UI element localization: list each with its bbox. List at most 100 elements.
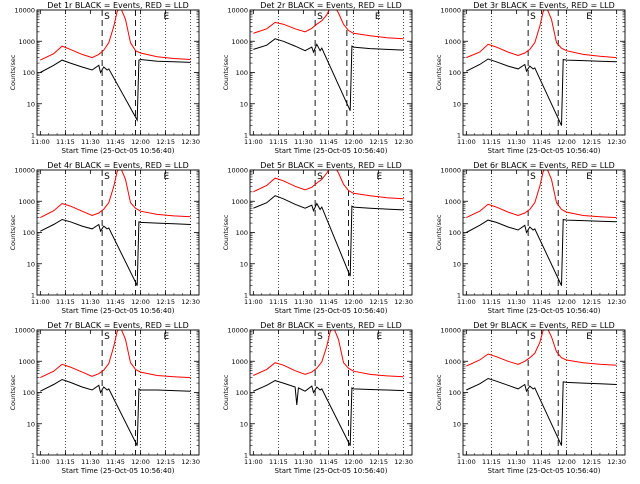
- end-marker-label: E: [164, 172, 170, 182]
- y-tick-label: 10: [240, 260, 248, 268]
- x-axis-label: Start Time (25-Oct-05 10:56:40): [275, 147, 388, 155]
- x-tick-label: 12:15: [369, 458, 388, 466]
- y-tick-label: 100: [23, 69, 35, 77]
- x-tick-label: 11:15: [56, 138, 75, 146]
- x-tick-label: 11:00: [457, 298, 476, 306]
- y-tick-label: 10: [453, 260, 461, 268]
- x-tick-label: 12:15: [582, 138, 601, 146]
- y-axis-label: Counts/sec: [9, 374, 17, 410]
- x-tick-label: 12:00: [344, 298, 363, 306]
- x-tick-label: 11:30: [81, 298, 100, 306]
- x-tick-label: 12:30: [607, 298, 626, 306]
- start-marker-label: S: [317, 12, 323, 22]
- end-marker-label: E: [377, 172, 383, 182]
- x-tick-label: 11:15: [269, 298, 288, 306]
- series-group: [466, 170, 617, 286]
- y-tick-label: 10000: [14, 167, 35, 175]
- y-tick-label: 10000: [440, 327, 461, 335]
- x-tick-label: 11:45: [532, 458, 551, 466]
- x-tick-label: 12:30: [181, 138, 200, 146]
- x-tick-label: 12:00: [557, 458, 576, 466]
- x-axis-label: Start Time (25-Oct-05 10:56:40): [488, 467, 601, 475]
- start-marker-label: S: [530, 172, 536, 182]
- x-tick-label: 11:00: [31, 138, 50, 146]
- y-tick-label: 1000: [231, 38, 248, 46]
- y-axis-label: Counts/sec: [435, 214, 443, 250]
- series-group: [40, 330, 191, 446]
- lld-series-line: [40, 170, 191, 219]
- end-marker-label: E: [586, 172, 592, 182]
- series-group: [466, 330, 617, 446]
- start-marker-label: S: [317, 332, 323, 342]
- y-tick-label: 10: [27, 260, 35, 268]
- y-tick-label: 1000: [18, 38, 35, 46]
- y-tick-label: 1: [244, 452, 248, 460]
- x-tick-label: 11:00: [244, 138, 263, 146]
- y-tick-label: 100: [23, 229, 35, 237]
- y-tick-label: 100: [449, 389, 461, 397]
- y-tick-label: 1: [31, 292, 35, 300]
- lld-series-line: [253, 10, 404, 40]
- y-tick-label: 10000: [440, 7, 461, 15]
- y-tick-label: 1000: [18, 358, 35, 366]
- y-tick-label: 10000: [440, 167, 461, 175]
- x-tick-label: 12:30: [181, 298, 200, 306]
- chart-panel-5: Det 5r BLACK = Events, RED = LLD 1 10 100 10…: [222, 161, 413, 315]
- x-axis-label: Start Time (25-Oct-05 10:56:40): [62, 467, 175, 475]
- x-axis-label: Start Time (25-Oct-05 10:56:40): [62, 307, 175, 315]
- x-tick-label: 11:45: [106, 138, 125, 146]
- chart-panel-1: Det 1r BLACK = Events, RED = LLD 1 10 100 10…: [9, 1, 200, 155]
- chart-title: Det 8r BLACK = Events, RED = LLD: [260, 321, 402, 330]
- start-marker-label: S: [104, 332, 110, 342]
- x-tick-label: 11:30: [81, 138, 100, 146]
- lld-series-line: [40, 330, 191, 379]
- y-tick-label: 1000: [18, 198, 35, 206]
- plot-frame: [249, 169, 413, 296]
- y-tick-label: 10000: [227, 167, 248, 175]
- series-group: [253, 330, 404, 446]
- x-tick-label: 11:45: [319, 298, 338, 306]
- plot-frame: [36, 169, 200, 296]
- chart-panel-4: Det 4r BLACK = Events, RED = LLD 1 10 100 10…: [9, 161, 200, 315]
- chart-title: Det 4r BLACK = Events, RED = LLD: [47, 161, 189, 170]
- chart-panel-6: Det 6r BLACK = Events, RED = LLD 1 10 100 10…: [435, 161, 626, 315]
- series-group: [253, 10, 404, 111]
- events-series-line: [40, 378, 191, 446]
- events-series-line: [253, 195, 404, 277]
- x-axis-label: Start Time (25-Oct-05 10:56:40): [488, 307, 601, 315]
- end-marker-label: E: [377, 332, 383, 342]
- x-tick-label: 11:30: [507, 298, 526, 306]
- x-tick-label: 11:15: [482, 458, 501, 466]
- plot-frame: [249, 329, 413, 456]
- x-tick-label: 12:00: [344, 458, 363, 466]
- x-tick-label: 12:30: [607, 458, 626, 466]
- x-tick-label: 12:00: [557, 138, 576, 146]
- y-tick-label: 1000: [444, 358, 461, 366]
- x-tick-label: 11:30: [507, 458, 526, 466]
- y-tick-label: 1: [457, 292, 461, 300]
- end-marker-label: E: [164, 332, 170, 342]
- start-marker-label: S: [530, 12, 536, 22]
- y-tick-label: 10: [240, 100, 248, 108]
- chart-title: Det 1r BLACK = Events, RED = LLD: [47, 1, 189, 10]
- lld-series-line: [40, 10, 191, 61]
- x-axis-label: Start Time (25-Oct-05 10:56:40): [62, 147, 175, 155]
- x-tick-label: 11:30: [294, 138, 313, 146]
- chart-title: Det 9r BLACK = Events, RED = LLD: [473, 321, 615, 330]
- y-tick-label: 1000: [231, 358, 248, 366]
- events-series-line: [40, 58, 191, 122]
- y-tick-label: 10000: [14, 327, 35, 335]
- x-tick-label: 12:30: [394, 458, 413, 466]
- x-tick-label: 12:00: [557, 298, 576, 306]
- y-tick-label: 1: [31, 452, 35, 460]
- y-tick-label: 10: [27, 100, 35, 108]
- x-axis-label: Start Time (25-Oct-05 10:56:40): [275, 467, 388, 475]
- x-tick-label: 11:30: [507, 138, 526, 146]
- x-tick-label: 12:30: [181, 458, 200, 466]
- y-tick-label: 10000: [227, 327, 248, 335]
- plot-frame: [462, 169, 626, 296]
- x-tick-label: 12:15: [369, 138, 388, 146]
- x-tick-label: 12:15: [156, 458, 175, 466]
- y-axis-label: Counts/sec: [222, 214, 230, 250]
